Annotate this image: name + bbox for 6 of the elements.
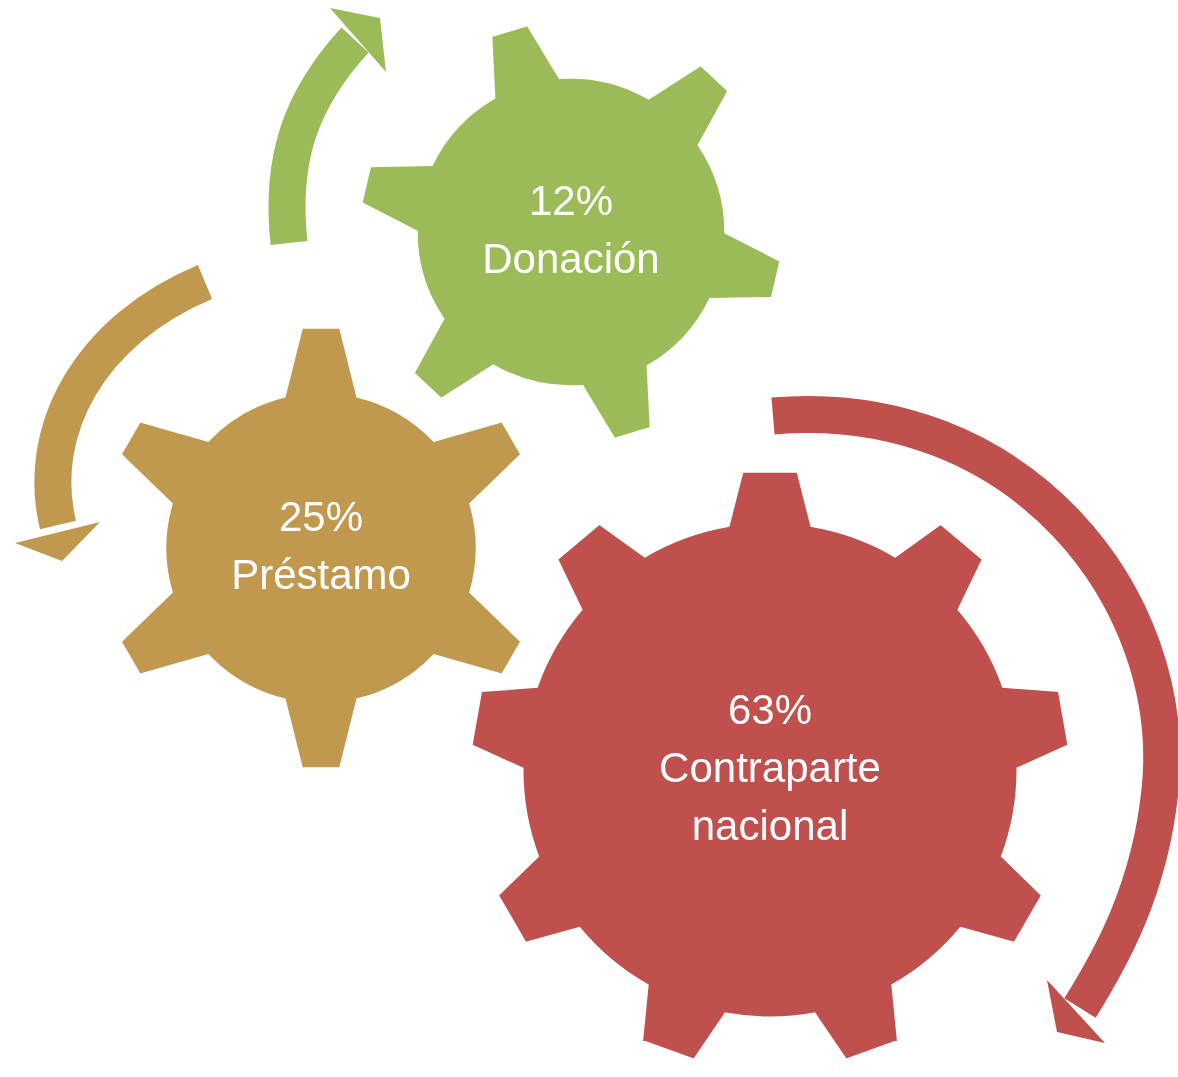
- data-label: 63%: [727, 685, 813, 733]
- category-label: Préstamo: [231, 550, 411, 598]
- category-label: Contraparte nacional: [659, 743, 881, 849]
- data-label: 12%: [528, 176, 614, 224]
- category-label: Donación: [482, 234, 660, 282]
- data-label: 25%: [278, 492, 364, 540]
